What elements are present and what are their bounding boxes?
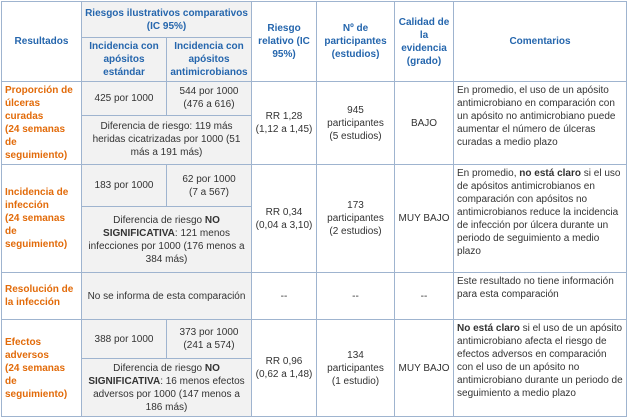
comments-cell: En promedio, el uso de un apósito antimi… bbox=[453, 81, 627, 165]
standard-cell: 183 por 1000 bbox=[81, 164, 167, 207]
cell-line: 373 por 1000 bbox=[179, 327, 239, 338]
cell-line: (1 estudio) bbox=[331, 375, 380, 387]
cell-line: (2 estudios) bbox=[329, 226, 382, 237]
antimicrobial-cell: 544 por 1000 (476 a 616) bbox=[165, 81, 253, 116]
cell-line: 173 participantes bbox=[327, 200, 384, 224]
cell-line: (0,62 a 1,48) bbox=[255, 369, 313, 380]
cell-line: (7 a 567) bbox=[188, 186, 230, 198]
participants-cell: 945 participantes (5 estudios) bbox=[316, 81, 396, 165]
header-row: Resultados Riesgos ilustrativos comparat… bbox=[1, 1, 627, 82]
outcome-cell: Efectos adversos (24 semanas de seguimien… bbox=[1, 319, 82, 417]
difference-cell: Diferencia de riesgo: 119 más heridas ci… bbox=[80, 114, 253, 166]
participants-cell: -- bbox=[316, 272, 396, 320]
text-run: no está claro bbox=[519, 168, 581, 179]
cell-line: RR 1,28 bbox=[265, 111, 303, 122]
quality-cell: MUY BAJO bbox=[394, 319, 455, 417]
outcome-cell: Incidencia de infección (24 semanas de se… bbox=[1, 164, 82, 273]
cell-line: RR 0,34 bbox=[265, 206, 303, 218]
cell-line: (0,04 a 3,10) bbox=[255, 219, 313, 231]
cell-line: 945 participantes bbox=[327, 104, 384, 129]
quality-cell: MUY BAJO bbox=[394, 164, 455, 273]
header-cell: Calidad de la evidencia (grado) bbox=[394, 1, 455, 82]
relative-risk-cell: RR 1,28 (1,12 a 1,45) bbox=[251, 81, 318, 165]
text-run: En promedio, el uso de un apósito antimi… bbox=[457, 85, 616, 148]
relative-risk-cell: RR 0,34 (0,04 a 3,10) bbox=[251, 164, 318, 273]
header-cell: Incidencia con apósitos estándar bbox=[81, 37, 167, 82]
difference-cell: Diferencia de riesgo NO SIGNIFICATIVA: 1… bbox=[80, 206, 253, 273]
header-cell: Riesgo relativo (IC 95%) bbox=[251, 1, 318, 82]
relative-risk-cell: -- bbox=[251, 272, 318, 320]
cell-line: (24 semanas de seguimiento) bbox=[5, 213, 68, 250]
comments-cell: En promedio, no está claro si el uso de … bbox=[453, 164, 627, 273]
antimicrobial-cell: 62 por 1000 (7 a 567) bbox=[165, 164, 253, 207]
risk-cell: No se informa de esta comparación bbox=[80, 272, 253, 320]
text-run: No está claro bbox=[457, 323, 520, 334]
text-run: : 121 menos infecciones por 1000 (176 me… bbox=[88, 227, 245, 265]
standard-cell: 388 por 1000 bbox=[81, 319, 167, 359]
body-row: Resolución de la infección No se informa … bbox=[1, 272, 627, 320]
outcome-cell: Resolución de la infección bbox=[1, 272, 82, 320]
cell-line: Efectos adversos bbox=[5, 336, 49, 361]
cell-line: -- bbox=[352, 290, 359, 302]
header-cell: Incidencia con apósitos antimicrobianos bbox=[165, 37, 253, 82]
header-cell: Resultados bbox=[1, 1, 82, 82]
cell-line: -- bbox=[280, 290, 288, 302]
cell-line: (241 a 574) bbox=[183, 340, 235, 351]
text-run: Diferencia de riesgo bbox=[113, 362, 205, 374]
participants-cell: 134 participantes (1 estudio) bbox=[316, 319, 396, 417]
cell-line: (1,12 a 1,45) bbox=[255, 124, 313, 135]
relative-risk-cell: RR 0,96 (0,62 a 1,48) bbox=[251, 319, 318, 417]
text-run: Diferencia de riesgo bbox=[113, 214, 205, 226]
outcome-cell: Proporción de úlceras curadas (24 semanas… bbox=[1, 81, 82, 165]
participants-cell: 173 participantes (2 estudios) bbox=[316, 164, 396, 273]
cell-line: (476 a 616) bbox=[183, 99, 235, 111]
body-row: Incidencia de infección (24 semanas de se… bbox=[1, 164, 627, 273]
cell-line: RR 0,96 bbox=[265, 356, 303, 367]
comments-cell: No está claro si el uso de un apósito an… bbox=[453, 319, 627, 417]
text-run: NO SIGNIFICATIVA bbox=[103, 214, 220, 239]
body-row: Efectos adversos (24 semanas de seguimien… bbox=[1, 319, 627, 417]
standard-cell: 425 por 1000 bbox=[81, 81, 167, 116]
difference-cell: Diferencia de riesgo NO SIGNIFICATIVA: 1… bbox=[80, 358, 253, 417]
cell-line: Proporción de úlceras curadas bbox=[5, 85, 73, 122]
body-row: Diferencia de riesgo NO SIGNIFICATIVA: 1… bbox=[2, 358, 627, 417]
cell-line: 425 por 1000 bbox=[94, 92, 154, 104]
cell-line: 134 participantes bbox=[327, 349, 384, 374]
cell-line: (24 semanas de seguimiento) bbox=[5, 124, 68, 161]
cell-line: -- bbox=[420, 290, 428, 302]
cell-line: MUY BAJO bbox=[398, 213, 450, 224]
cell-line: BAJO bbox=[410, 117, 438, 129]
text-run: si el uso de un apósito antimicrobiano a… bbox=[457, 323, 623, 399]
header-cell: Riesgos ilustrativos comparativos (IC 95… bbox=[80, 1, 253, 38]
quality-cell: BAJO bbox=[394, 81, 455, 165]
cell-line: Resolución de la infección bbox=[5, 284, 74, 308]
body-row: Proporción de úlceras curadas (24 semanas… bbox=[1, 81, 627, 165]
cell-line: 62 por 1000 bbox=[182, 173, 236, 185]
cell-line: Incidencia de infección bbox=[5, 187, 69, 211]
cell-line: (24 semanas de seguimiento) bbox=[5, 362, 68, 400]
cell-line: No se informa de esta comparación bbox=[87, 290, 246, 302]
body-row: Diferencia de riesgo: 119 más heridas ci… bbox=[2, 114, 627, 166]
cell-line: 183 por 1000 bbox=[94, 180, 154, 191]
cell-line: 544 por 1000 bbox=[179, 86, 239, 98]
text-run: Este resultado no tiene información para… bbox=[457, 276, 614, 300]
header-row: Incidencia con apósitos estándar Inciden… bbox=[2, 37, 627, 82]
text-run: Diferencia de riesgo: 119 más heridas ci… bbox=[92, 121, 241, 159]
header-cell: Nº de participantes (estudios) bbox=[316, 1, 396, 82]
antimicrobial-cell: 373 por 1000 (241 a 574) bbox=[165, 319, 253, 359]
text-run: NO SIGNIFICATIVA bbox=[88, 362, 220, 387]
header-cell: Comentarios bbox=[453, 1, 627, 82]
comments-cell: Este resultado no tiene información para… bbox=[453, 272, 627, 320]
text-run: si el uso de apósitos antimicrobianos en… bbox=[457, 168, 621, 257]
quality-cell: -- bbox=[394, 272, 455, 320]
cell-line: (5 estudios) bbox=[329, 130, 382, 142]
text-run: : 16 menos efectos adversos por 1000 (14… bbox=[93, 375, 245, 413]
cell-line: MUY BAJO bbox=[398, 362, 450, 374]
text-run: En promedio, bbox=[457, 168, 520, 179]
cell-line: 388 por 1000 bbox=[94, 333, 154, 345]
